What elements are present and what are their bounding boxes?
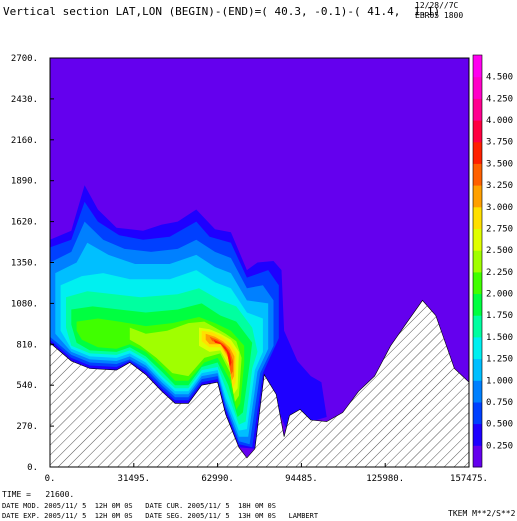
colorbar: 0.250 0.500 0.750 1.000 1.250 1.500 1.750 2.000…: [472, 54, 513, 468]
colorbar-swatch: [473, 228, 482, 251]
vertical-section-chart: 0. 270. 540. 810. 1080. 1350. 1620. 1890. 2160. 2…: [11, 54, 513, 484]
y-tick-label: 1890.: [11, 177, 38, 187]
x-tick-label: 94485.: [285, 474, 318, 484]
colorbar-tick-label: 3.000: [486, 203, 513, 213]
colorbar-tick-label: 4.500: [486, 73, 513, 83]
colorbar-swatch: [473, 163, 482, 186]
tke-contours: [50, 185, 327, 449]
tke-band-level-12: [205, 333, 235, 381]
run-id: EBR05 1800: [415, 11, 464, 20]
colorbar-swatch: [473, 76, 482, 99]
tke-band-level-14: [213, 339, 232, 367]
colorbar-swatch: [473, 358, 482, 381]
colorbar-swatch: [473, 55, 482, 78]
y-tick-label: 2160.: [11, 136, 38, 146]
colorbar-swatch: [473, 336, 482, 360]
colorbar-tick-label: 1.000: [486, 376, 513, 386]
plot-area: [50, 58, 469, 467]
colorbar-tick-label: 3.250: [486, 181, 513, 191]
colorbar-tick-label: 2.250: [486, 268, 513, 278]
variable-name: TKEM M**2/S**2: [448, 509, 516, 518]
y-tick-label: 2700.: [11, 54, 38, 64]
axes: 0. 270. 540. 810. 1080. 1350. 1620. 1890. 2160. 2…: [11, 54, 488, 484]
colorbar-tick-label: 1.750: [486, 311, 513, 321]
colorbar-swatch: [473, 380, 482, 403]
colorbar-swatch: [473, 141, 482, 164]
colorbar-tick-label: 2.750: [486, 225, 513, 235]
colorbar-swatch: [473, 315, 482, 338]
colorbar-tick-label: 4.000: [486, 116, 513, 126]
x-tick-label: 0.: [45, 474, 56, 484]
y-tick-label: 1350.: [11, 259, 38, 269]
run-date: 12/28//7C: [415, 1, 459, 10]
chart-title: Vertical section LAT,LON (BEGIN)-(END)=(…: [3, 5, 441, 18]
colorbar-tick-label: 0.250: [486, 441, 513, 451]
tke-band-level-11: [201, 330, 237, 389]
y-tick-label: 540.: [16, 381, 38, 391]
x-tick-label: 125980.: [366, 474, 404, 484]
y-tick-label: 2430.: [11, 95, 38, 105]
y-tick-label: 810.: [16, 340, 38, 350]
colorbar-swatch: [473, 120, 482, 143]
x-tick-label: 31495.: [118, 474, 151, 484]
colorbar-swatch: [473, 293, 482, 316]
x-tick-label: 157475.: [450, 474, 488, 484]
colorbar-tick-label: 4.250: [486, 94, 513, 104]
colorbar-tick-label: 0.500: [486, 420, 513, 430]
colorbar-swatch: [473, 271, 482, 294]
colorbar-tick-label: 0.750: [486, 398, 513, 408]
y-tick-label: 0.: [27, 463, 38, 473]
footer-time: TIME = 21600.: [2, 490, 75, 499]
x-tick-label: 62990.: [201, 474, 234, 484]
colorbar-frame: [472, 54, 483, 468]
colorbar-tick-label: 1.500: [486, 333, 513, 343]
colorbar-tick-label: 3.500: [486, 159, 513, 169]
footer-dates-line1: DATE MOD. 2005/11/ 5 12H 0M 0S DATE CUR.…: [2, 502, 276, 510]
colorbar-swatch: [473, 423, 482, 446]
colorbar-swatch: [473, 401, 482, 425]
footer-dates-line2: DATE EXP. 2005/11/ 5 12H 0M 0S DATE SEG.…: [2, 512, 319, 520]
colorbar-tick-label: 1.250: [486, 355, 513, 365]
y-tick-label: 1620.: [11, 218, 38, 228]
colorbar-tick-label: 2.500: [486, 246, 513, 256]
colorbar-swatch: [473, 445, 482, 468]
colorbar-tick-label: 2.000: [486, 290, 513, 300]
colorbar-swatch: [473, 185, 482, 208]
colorbar-tick-label: 3.750: [486, 138, 513, 148]
colorbar-swatch: [473, 250, 482, 273]
terrain: [50, 299, 469, 467]
y-tick-label: 1080.: [11, 299, 38, 309]
y-tick-label: 270.: [16, 422, 38, 432]
colorbar-swatch: [473, 206, 482, 229]
colorbar-swatch: [473, 98, 482, 121]
